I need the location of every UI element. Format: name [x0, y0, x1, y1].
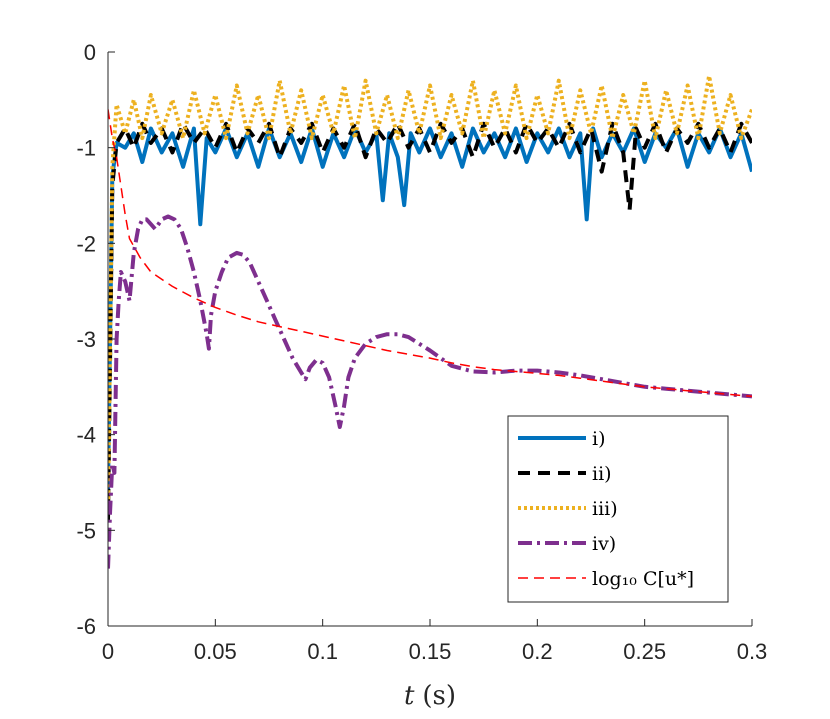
- legend-label-3: iii): [592, 498, 618, 520]
- x-tick-label: 0.3: [737, 639, 768, 664]
- legend-label-5: log₁₀ C[u*]: [592, 568, 694, 590]
- legend: i) ii) iii) iv) log₁₀ C[u*]: [507, 415, 729, 603]
- series-line-5: [108, 109, 752, 398]
- x-axis-label: t (s): [404, 681, 456, 711]
- y-tick-label: -1: [76, 136, 96, 161]
- y-tick-label: 0: [84, 40, 96, 65]
- y-tick-label: -3: [76, 327, 96, 352]
- x-axis-label-var: t: [404, 681, 415, 711]
- x-tick-label: 0.1: [307, 639, 338, 664]
- x-tick-label: 0: [102, 639, 114, 664]
- legend-label-2: ii): [592, 463, 612, 485]
- ticks-layer: 0 0.05 0.1 0.15 0.2 0.25 0.3 0 -1 -2 -3 -4 -5 -6: [76, 40, 767, 664]
- series-line-2: [108, 121, 752, 521]
- y-tick-label: -6: [76, 614, 96, 639]
- y-tick-label: -5: [76, 518, 96, 543]
- legend-label-1: i): [592, 428, 606, 450]
- y-tick-label: -2: [76, 231, 96, 256]
- x-axis-label-unit: (s): [422, 681, 456, 711]
- x-tick-label: 0.2: [522, 639, 553, 664]
- x-tick-label: 0.05: [194, 639, 237, 664]
- series-layer: [108, 73, 752, 569]
- x-tick-label: 0.25: [623, 639, 666, 664]
- series-line-4: [108, 214, 752, 569]
- legend-label-4: iv): [592, 533, 616, 555]
- y-tick-label: -4: [76, 423, 96, 448]
- x-tick-label: 0.15: [409, 639, 452, 664]
- series-line-3: [108, 73, 752, 512]
